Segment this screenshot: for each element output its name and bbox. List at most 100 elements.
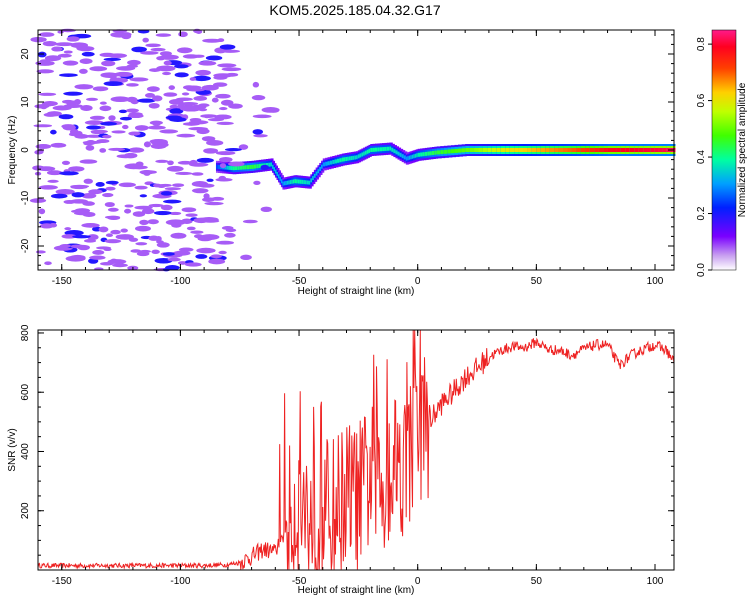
spectrogram-noise	[221, 67, 242, 72]
spectrogram-noise	[108, 147, 126, 151]
y-tick-label: 20	[20, 48, 31, 60]
spectrogram-noise	[203, 148, 219, 154]
colorbar: 0.0 0.2 0.4 0.6 0.8 Normalized spectral ampl…	[696, 29, 748, 277]
x-tick-label: 100	[647, 276, 664, 287]
spectrogram-noise	[216, 240, 235, 245]
spectrogram-cell	[228, 165, 233, 170]
spectrogram-cell	[620, 148, 627, 152]
spectrogram-cell	[417, 152, 422, 157]
spectrogram-cell	[434, 150, 439, 155]
spectrogram-noise	[185, 213, 198, 217]
spectrogram-noise	[61, 234, 77, 239]
spectrogram-cell	[662, 148, 668, 152]
x-tick-label: -150	[52, 576, 72, 587]
spectrogram-noise	[102, 134, 112, 139]
spectrogram-noise	[252, 81, 260, 88]
spectrogram-noise	[58, 114, 74, 120]
spectrogram-cell	[249, 164, 254, 169]
spectrogram-noise	[116, 66, 136, 71]
spectrogram-noise	[39, 223, 54, 229]
spectrogram-noise	[129, 77, 149, 82]
spectrogram-cell	[454, 148, 460, 153]
spectrogram-cell	[363, 151, 367, 156]
spectrogram-noise	[84, 120, 105, 125]
spectrogram-noise	[66, 36, 80, 42]
spectrogram-noise	[100, 121, 117, 126]
spectrogram-cell	[554, 148, 561, 152]
spectrogram-noise	[152, 120, 161, 127]
spectrogram-cell	[332, 160, 337, 164]
spectrogram-cell	[256, 164, 261, 169]
spectrogram-noise	[74, 134, 89, 139]
spectrogram-noise	[124, 208, 132, 214]
spectrogram-noise	[218, 107, 228, 111]
spectrogram-cell	[320, 164, 325, 169]
spectrogram-noise	[131, 165, 148, 170]
spectrogram-noise	[167, 160, 174, 166]
x-tick-label: -100	[170, 276, 190, 287]
spectrogram-noise	[184, 262, 202, 267]
spectrogram-cell	[634, 148, 641, 152]
spectrogram-cell	[299, 179, 303, 184]
spectrogram-noise	[137, 98, 156, 103]
spectrogram-cell	[440, 150, 446, 155]
spectrogram-noise	[182, 85, 195, 90]
spectrogram-noise	[157, 184, 166, 189]
spectrogram-noise	[122, 124, 129, 130]
spectrogram-noise	[39, 59, 51, 63]
spectrogram-noise	[176, 133, 196, 138]
spectrogram-noise	[169, 211, 182, 216]
spectrogram-noise	[242, 219, 258, 224]
spectrogram-noise	[252, 114, 272, 119]
spectrogram-noise	[220, 99, 234, 106]
spectrogram-noise	[153, 210, 172, 216]
spectrogram-noise	[124, 204, 134, 208]
spectrogram-noise	[191, 188, 209, 194]
colorbar-tick-label: 0.6	[696, 93, 707, 107]
spectrogram-cell	[377, 147, 382, 152]
spectrogram-noise	[83, 141, 94, 146]
spectrogram-noise	[196, 247, 216, 254]
spectrogram-noise	[96, 246, 112, 250]
spectrogram-noise	[105, 233, 114, 238]
spectrogram-noise	[215, 151, 236, 156]
spectrogram-cell	[308, 180, 312, 185]
spectrogram-noise	[211, 97, 219, 103]
snr-y-ticks: 200 400 600 800	[20, 324, 674, 571]
spectrogram-noise	[68, 166, 85, 172]
spectrogram-cell	[251, 164, 256, 169]
spectrogram-cell	[629, 148, 636, 152]
spectrogram-noise	[144, 92, 156, 98]
colorbar-gradient	[711, 29, 737, 271]
spectrogram-noise	[99, 52, 116, 58]
spectrogram-noise	[140, 51, 159, 55]
spectrogram-noise	[172, 183, 185, 187]
spectrogram-noise	[150, 139, 169, 145]
spectrogram-noise	[202, 38, 222, 43]
spectrogram-noise	[147, 125, 166, 130]
snr-series-line	[37, 329, 675, 570]
spectrogram-noise	[219, 44, 236, 50]
spectrogram-noise	[57, 53, 72, 58]
spectrogram-noise	[59, 171, 79, 176]
spectrogram-noise	[89, 115, 105, 120]
spectrogram-noise	[253, 134, 268, 138]
spectrogram-cell	[334, 159, 339, 164]
spectrogram-noise	[166, 165, 184, 172]
spectrogram-cell	[315, 171, 319, 176]
figure-title: KOM5.2025.185.04.32.G17	[269, 2, 440, 18]
spectrogram-noise	[110, 258, 118, 263]
spectrogram-noise	[148, 203, 164, 208]
spectrogram-noise	[81, 193, 97, 199]
spectrogram-noise	[59, 244, 71, 248]
spectrogram-cell	[458, 148, 464, 153]
spectrogram-cell	[536, 148, 543, 152]
spectrogram-noise	[38, 208, 46, 215]
spectrogram-cell	[422, 152, 427, 157]
colorbar-tick-label: 0.8	[696, 37, 707, 51]
spectrogram-noise	[132, 211, 146, 217]
snr-y-axis-label: SNR (v/v)	[7, 428, 18, 471]
x-tick-label: 50	[531, 276, 543, 287]
spectrogram-cell	[237, 165, 242, 170]
spectrogram-noise	[221, 226, 234, 230]
